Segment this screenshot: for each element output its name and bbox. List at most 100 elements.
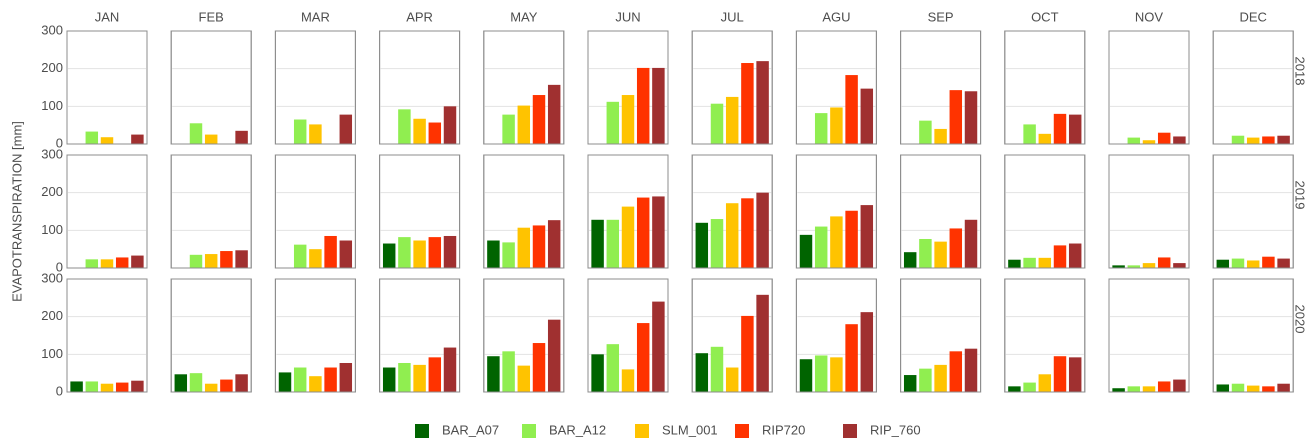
bar: [860, 88, 874, 144]
bar: [814, 355, 828, 392]
bar: [382, 367, 396, 392]
bar: [1142, 263, 1156, 268]
bar: [591, 219, 604, 268]
bar: [100, 137, 114, 144]
bar: [845, 324, 858, 392]
panel: [66, 278, 148, 393]
bar: [710, 346, 724, 392]
bar: [1246, 137, 1260, 144]
panel: [1108, 154, 1190, 269]
bar: [830, 107, 843, 144]
bar: [309, 376, 322, 392]
bar: [845, 75, 858, 144]
bar: [756, 61, 769, 145]
row-label: 2020: [1293, 305, 1305, 334]
bar: [814, 113, 828, 144]
legend-label: SLM_001: [662, 422, 718, 437]
bar: [1231, 383, 1245, 392]
legend-label: BAR_A12: [549, 422, 606, 437]
bar: [1231, 258, 1245, 268]
bar: [1038, 133, 1052, 144]
panel-border: [1108, 154, 1190, 269]
panel: [66, 154, 148, 269]
bar: [1038, 257, 1052, 268]
column-label: AGU: [822, 9, 850, 24]
bar: [428, 357, 442, 392]
panel-border: [1212, 278, 1294, 393]
column-label: MAY: [510, 9, 538, 24]
bar: [1008, 259, 1021, 268]
bar: [532, 343, 546, 392]
bar: [1038, 374, 1052, 392]
bar: [309, 124, 322, 144]
bar: [502, 242, 515, 268]
bar: [532, 225, 546, 268]
bar: [1023, 382, 1036, 392]
bar: [115, 257, 129, 268]
legend-label: BAR_A07: [442, 422, 499, 437]
bar: [1023, 124, 1036, 144]
bar: [189, 123, 203, 144]
bar: [949, 228, 963, 268]
bar: [860, 312, 874, 392]
y-tick-label: 0: [56, 383, 63, 398]
panel: [170, 30, 252, 145]
legend-swatch: [735, 424, 749, 438]
panel-border: [691, 30, 773, 145]
bar: [1142, 386, 1156, 392]
bar: [860, 205, 874, 268]
y-axis-label: EVAPOTRANSPIRATION [mm]: [9, 121, 24, 302]
legend-swatch: [415, 424, 429, 438]
panel-border: [379, 278, 461, 393]
bar: [919, 238, 932, 268]
bar: [695, 222, 709, 268]
panel-border: [1108, 278, 1190, 393]
y-tick-label: 200: [41, 184, 63, 199]
panel-border: [900, 278, 982, 393]
panel-border: [795, 154, 877, 269]
bar: [443, 347, 457, 392]
bar: [741, 63, 754, 145]
bar: [1053, 245, 1067, 268]
panel: [66, 30, 148, 145]
bar: [710, 103, 724, 144]
bar: [517, 105, 531, 144]
bar: [398, 237, 411, 268]
bar: [1262, 256, 1275, 268]
row-label: 2019: [1293, 181, 1305, 210]
panel-border: [1212, 30, 1294, 145]
bar: [220, 251, 233, 268]
bar: [502, 114, 515, 144]
bar: [1008, 386, 1021, 392]
bar: [204, 134, 218, 144]
panel-border: [795, 278, 877, 393]
bar: [324, 235, 337, 268]
panel: [1212, 278, 1294, 393]
bar: [85, 131, 99, 144]
bar: [710, 219, 724, 268]
bar: [934, 364, 947, 392]
bar: [382, 243, 396, 268]
panel-border: [379, 30, 461, 145]
bar: [934, 241, 947, 268]
y-tick-label: 300: [41, 270, 63, 285]
bar: [547, 220, 561, 268]
y-tick-label: 100: [41, 98, 63, 113]
bar: [413, 364, 426, 392]
bar: [189, 373, 203, 392]
column-label: MAR: [301, 9, 330, 24]
panel: [170, 278, 252, 393]
bar: [652, 67, 665, 144]
bar: [1068, 357, 1082, 392]
bar: [1157, 381, 1171, 392]
bar: [487, 240, 500, 268]
bar: [547, 84, 561, 144]
y-tick-label: 0: [56, 135, 63, 150]
panel: [1212, 30, 1294, 145]
bar: [70, 381, 83, 392]
panel-border: [274, 30, 356, 145]
bar: [235, 130, 248, 144]
bar: [1053, 356, 1067, 392]
y-tick-label: 0: [56, 259, 63, 274]
